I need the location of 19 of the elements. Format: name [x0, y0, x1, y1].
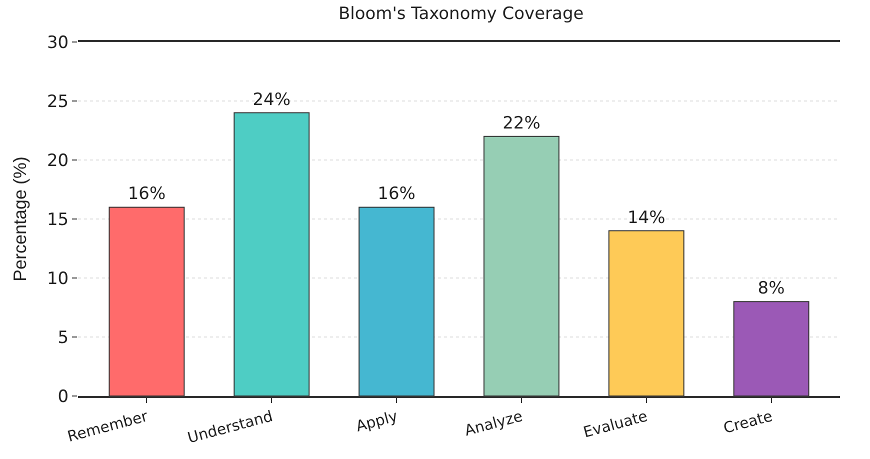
x-tick-label: Create — [721, 406, 774, 438]
x-tick-label: Evaluate — [581, 406, 650, 442]
data-label: 16% — [128, 184, 166, 204]
data-label: 16% — [378, 184, 416, 204]
y-tick-label: 15 — [46, 210, 69, 230]
data-label: 22% — [502, 113, 540, 134]
data-label: 24% — [252, 90, 291, 110]
chart-title: Bloom's Taxonomy Coverage — [338, 4, 584, 24]
y-tick-label: 25 — [46, 92, 69, 112]
y-tick-label: 5 — [58, 328, 69, 348]
y-tick-label: 10 — [46, 268, 69, 289]
y-tick-label: 0 — [58, 386, 69, 407]
y-axis-title: Percentage (%) — [10, 156, 30, 282]
x-tick-label: Apply — [354, 406, 400, 436]
y-tick-label: 20 — [46, 150, 69, 171]
data-label: 14% — [627, 208, 666, 228]
x-tick-label: Analyze — [462, 406, 524, 440]
data-label: 8% — [758, 278, 785, 299]
y-tick-label: 30 — [46, 32, 69, 53]
